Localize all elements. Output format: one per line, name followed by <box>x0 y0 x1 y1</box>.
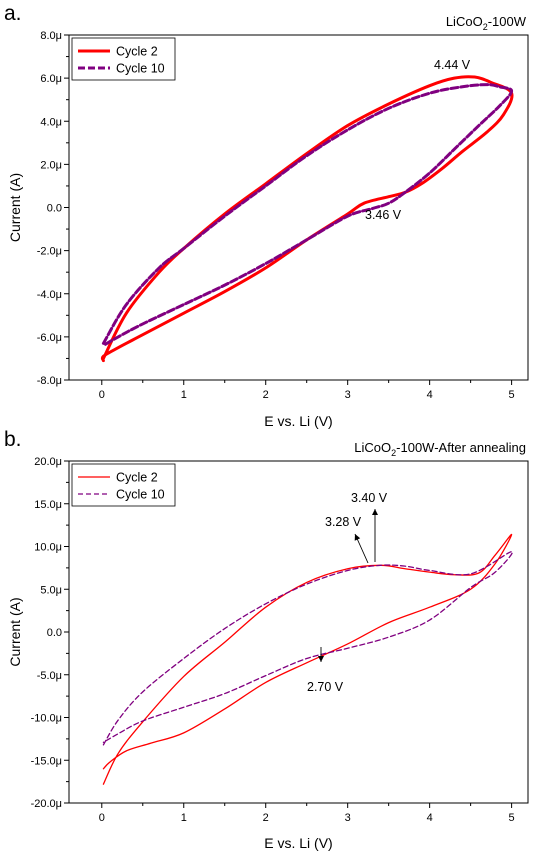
x-tick-label: 1 <box>181 812 187 824</box>
y-tick-label: 0.0 <box>47 203 62 215</box>
chart-title-part: LiCoO <box>446 14 483 29</box>
series-line-cycle-10 <box>101 83 514 347</box>
y-tick-label: 6.0μ <box>40 73 62 85</box>
annotation-label: 2.70 V <box>307 680 344 694</box>
plot-frame <box>68 460 529 804</box>
annotation-label: 3.40 V <box>351 491 388 505</box>
y-tick-label: 4.0μ <box>40 116 62 128</box>
legend-box <box>71 37 176 81</box>
series-line-cycle-2 <box>100 75 514 363</box>
chart-title-part: -100W-After annealing <box>396 440 526 455</box>
legend-label: Cycle 2 <box>116 471 158 485</box>
y-axis-title: Current (A) <box>7 597 23 666</box>
x-tick-label: 3 <box>345 389 351 401</box>
annotation-label: 3.46 V <box>365 208 402 222</box>
x-tick-label: 3 <box>345 812 351 824</box>
x-tick-label: 2 <box>263 389 269 401</box>
series-group <box>102 533 514 785</box>
annotation-label: 3.28 V <box>325 515 362 529</box>
y-tick-label: -4.0μ <box>37 289 62 301</box>
panel-label: b. <box>4 428 22 451</box>
y-tick-label: 20.0μ <box>34 456 62 468</box>
y-tick-label: -10.0μ <box>31 713 62 725</box>
x-axis-title: E vs. Li (V) <box>264 413 332 429</box>
x-tick-label: 0 <box>99 812 105 824</box>
y-tick-label: -15.0μ <box>31 755 62 767</box>
chart-title-part: -100W <box>488 14 527 29</box>
chart-title-subscript: 2 <box>391 448 396 458</box>
x-tick-label: 0 <box>99 389 105 401</box>
x-tick-label: 2 <box>263 812 269 824</box>
legend: Cycle 2 Cycle 10 <box>71 463 176 507</box>
x-tick-label: 5 <box>509 389 515 401</box>
chart-title: LiCoO2-100W-After annealing <box>354 440 526 458</box>
chart-title-subscript: 2 <box>483 22 488 32</box>
series-line-cycle-2 <box>102 533 513 785</box>
legend-label: Cycle 10 <box>116 488 165 502</box>
annotation-arrowhead <box>372 509 378 515</box>
y-tick-label: 0.0 <box>47 627 62 639</box>
y-tick-label: 5.0μ <box>40 584 62 596</box>
x-tick-label: 5 <box>509 812 515 824</box>
legend-box <box>71 463 176 507</box>
panel-label: a. <box>4 2 22 25</box>
y-tick-label: -2.0μ <box>37 246 62 258</box>
chart-title: LiCoO2-100W <box>446 14 527 32</box>
series-line-cycle-10 <box>102 550 514 746</box>
chart-title-part: LiCoO <box>354 440 391 455</box>
y-tick-label: -5.0μ <box>37 670 62 682</box>
legend: Cycle 2 Cycle 10 <box>71 37 176 81</box>
y-tick-label: -8.0μ <box>37 375 62 387</box>
series-group <box>100 75 514 363</box>
y-axis-title: Current (A) <box>7 173 23 242</box>
y-tick-label: 8.0μ <box>40 30 62 42</box>
y-tick-label: 2.0μ <box>40 159 62 171</box>
annotation-arrowhead <box>354 534 361 541</box>
x-tick-label: 1 <box>181 389 187 401</box>
y-tick-label: -20.0μ <box>31 798 62 810</box>
x-tick-label: 4 <box>427 389 433 401</box>
legend-label: Cycle 10 <box>116 62 165 76</box>
x-tick-label: 4 <box>427 812 433 824</box>
y-tick-label: 10.0μ <box>34 542 62 554</box>
legend-label: Cycle 2 <box>116 45 158 59</box>
y-tick-label: -6.0μ <box>37 332 62 344</box>
y-tick-label: 15.0μ <box>34 499 62 511</box>
annotation-label: 4.44 V <box>434 58 471 72</box>
annotation-arrowhead <box>318 656 324 662</box>
x-axis-title: E vs. Li (V) <box>264 835 332 851</box>
